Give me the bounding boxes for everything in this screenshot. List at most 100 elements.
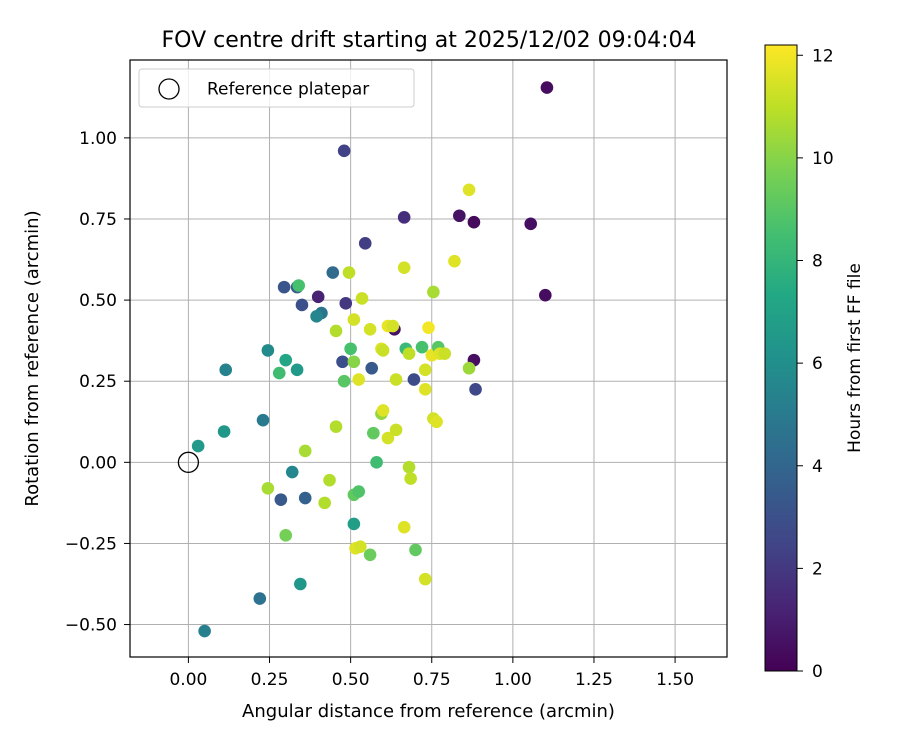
data-point: [261, 481, 275, 495]
data-point: [272, 366, 286, 380]
data-point: [438, 347, 452, 360]
data-point: [256, 413, 270, 427]
x-tick-label: 1.00: [494, 670, 532, 690]
y-tick-label: 0.50: [79, 291, 117, 311]
y-axis-label: Rotation from reference (arcmin): [22, 210, 43, 506]
data-point: [355, 292, 369, 305]
data-point: [329, 324, 343, 338]
data-point: [462, 361, 476, 375]
x-axis-ticks: 0.00 0.25 0.50 0.75 1.00 1.25 1.50: [169, 657, 694, 690]
data-point: [318, 496, 331, 510]
colorbar-label: Hours from first FF file: [845, 263, 865, 453]
data-point: [219, 363, 233, 377]
data-point: [323, 473, 336, 487]
data-point: [453, 209, 466, 223]
data-point: [462, 183, 476, 197]
colorbar: 0 2 4 6 8 10 12 Hours from first FF file: [764, 44, 865, 682]
data-point: [418, 363, 432, 377]
data-point: [310, 310, 323, 323]
data-point: [370, 456, 383, 469]
data-point: [344, 342, 357, 356]
colorbar-tick-label: 2: [812, 559, 823, 579]
data-point: [397, 520, 411, 534]
data-point: [448, 254, 461, 268]
data-point: [279, 529, 293, 542]
chart-title: FOV centre drift starting at 2025/12/02 …: [162, 28, 697, 53]
colorbar-tick-label: 6: [812, 354, 823, 374]
data-point: [358, 237, 372, 250]
data-point: [524, 217, 538, 231]
x-tick-label: 0.75: [413, 670, 451, 690]
plot-frame: [129, 59, 728, 658]
data-point: [253, 592, 267, 605]
x-axis-label: Angular distance from reference (arcmin): [242, 701, 615, 722]
data-point: [540, 81, 554, 94]
data-point: [389, 373, 403, 386]
data-point: [336, 355, 349, 369]
data-point: [397, 211, 411, 224]
data-point: [539, 288, 552, 302]
data-point: [418, 572, 432, 586]
data-point: [198, 624, 211, 638]
data-point: [298, 444, 312, 458]
data-point: [295, 298, 309, 312]
data-point: [430, 415, 443, 429]
data-point: [279, 353, 293, 367]
data-point: [365, 361, 379, 375]
x-tick-label: 0.50: [332, 670, 370, 690]
grid-lines: [130, 60, 727, 657]
data-point: [367, 426, 380, 440]
data-point: [352, 373, 366, 386]
data-point: [277, 280, 291, 294]
x-tick-label: 0.25: [251, 670, 289, 690]
data-point: [407, 373, 421, 386]
data-point: [404, 472, 417, 485]
data-point: [397, 261, 411, 274]
data-point: [352, 485, 366, 498]
colorbar-gradient: [764, 44, 798, 672]
y-tick-label: −0.25: [65, 534, 117, 554]
data-point: [467, 215, 481, 229]
y-tick-label: −0.50: [65, 616, 117, 636]
data-point: [347, 313, 361, 326]
data-point: [381, 431, 395, 445]
data-point: [376, 344, 390, 357]
data-point: [389, 423, 403, 437]
reference-platepar-marker: [177, 451, 200, 473]
data-point: [294, 577, 307, 591]
data-point: [326, 266, 340, 279]
data-point: [347, 355, 361, 369]
x-tick-label: 0.00: [169, 670, 207, 690]
colorbar-ticks: 0 2 4 6 8 10 12: [797, 46, 834, 682]
y-tick-label: 0.75: [79, 210, 117, 230]
data-point: [311, 290, 325, 304]
colorbar-tick-label: 4: [812, 457, 823, 477]
data-point: [274, 493, 288, 506]
data-point: [285, 465, 299, 479]
data-point: [339, 297, 353, 310]
data-point: [422, 321, 435, 334]
y-tick-label: 0.00: [79, 453, 117, 473]
data-point: [427, 285, 440, 299]
data-point: [292, 279, 306, 292]
data-point: [469, 383, 482, 396]
data-point: [337, 374, 351, 388]
colorbar-tick-label: 12: [812, 46, 834, 66]
legend-box: [138, 68, 415, 108]
colorbar-tick-label: 10: [812, 149, 834, 169]
y-tick-label: 0.25: [79, 372, 117, 392]
data-point: [386, 319, 400, 333]
data-point: [415, 340, 429, 354]
legend-label: Reference platepar: [207, 80, 369, 100]
data-point: [298, 491, 312, 505]
data-point: [337, 144, 351, 158]
data-points: [177, 81, 554, 638]
y-axis-ticks: −0.50 −0.25 0.00 0.25 0.50 0.75 1.00: [65, 129, 130, 636]
colorbar-tick-label: 0: [812, 662, 823, 682]
data-point: [363, 548, 377, 562]
data-point: [376, 404, 390, 417]
colorbar-tick-label: 8: [812, 252, 823, 272]
legend-reference-marker: [158, 78, 180, 100]
data-point: [191, 439, 205, 453]
